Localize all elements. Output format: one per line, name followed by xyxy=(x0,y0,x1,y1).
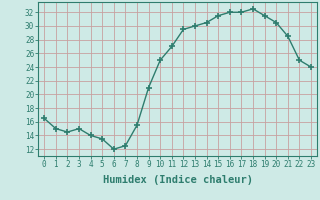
X-axis label: Humidex (Indice chaleur): Humidex (Indice chaleur) xyxy=(103,175,252,185)
